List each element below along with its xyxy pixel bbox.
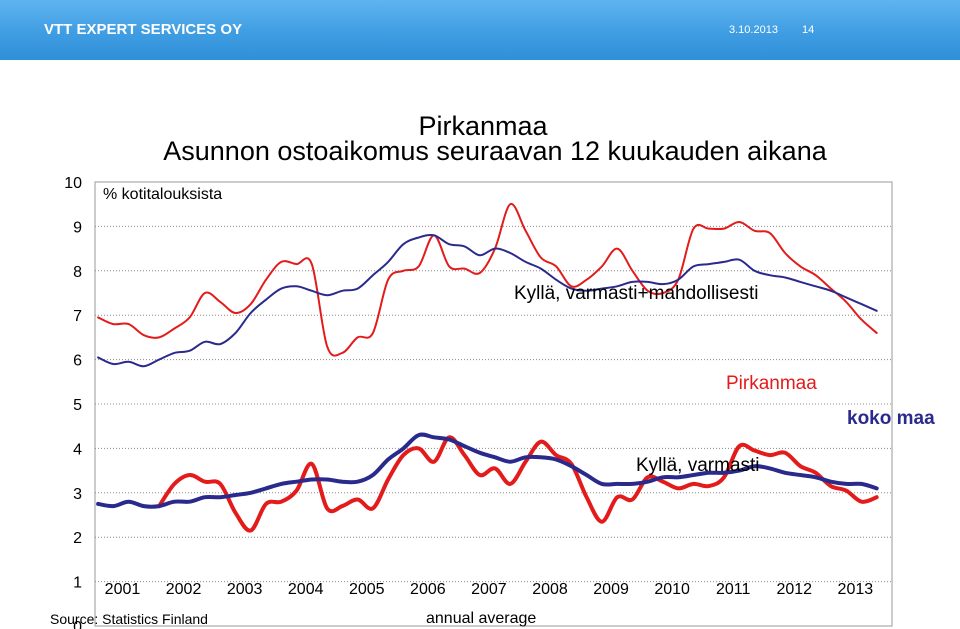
x-tick-label: 2001	[105, 581, 141, 598]
chart-subtitle: Asunnon ostoaikomus seuraavan 12 kuukaud…	[163, 136, 827, 166]
x-tick-label: 2004	[288, 581, 324, 598]
source-note: Source: Statistics Finland	[50, 611, 208, 627]
group-lower-label: Kyllä, varmasti	[636, 455, 760, 476]
x-tick-label: 2003	[227, 581, 263, 598]
x-tick-label: 2009	[593, 581, 629, 598]
line-chart: 0 1 2 3 4 5 6 7 8 9 10 2001 2002 2003 2004 2005 2006 200…	[64, 111, 935, 629]
x-tick-label: 2005	[349, 581, 385, 598]
y-tick-label: 2	[73, 530, 82, 547]
series-line-koko-maa-varmasti	[96, 432, 879, 509]
company-name: VTT EXPERT SERVICES OY	[44, 21, 243, 38]
y-tick-label: 4	[73, 441, 82, 458]
y-axis-label: % kotitalouksista	[103, 186, 222, 203]
y-tick-label: 0	[73, 619, 82, 629]
series-line-pirkanmaa-varmasti-mahdollisesti	[97, 203, 878, 357]
y-tick-label: 1	[73, 575, 82, 592]
series-line-pirkanmaa-varmasti	[157, 435, 879, 533]
x-tick-label: 2012	[776, 581, 812, 598]
chart-title: Pirkanmaa	[418, 111, 548, 141]
legend-pirkanmaa: Pirkanmaa	[726, 373, 817, 394]
page-number: 14	[802, 24, 815, 36]
y-tick-label: 3	[73, 486, 82, 503]
legend-koko-maa: koko maa	[847, 408, 935, 429]
x-tick-label: 2013	[838, 581, 874, 598]
x-axis-label: annual average	[426, 610, 537, 627]
x-tick-label: 2006	[410, 581, 446, 598]
x-tick-label: 2010	[654, 581, 690, 598]
y-tick-label: 8	[73, 264, 82, 281]
y-tick-label: 5	[73, 397, 82, 414]
x-tick-label: 2002	[166, 581, 202, 598]
x-tick-label: 2008	[532, 581, 568, 598]
y-tick-label: 7	[73, 308, 82, 325]
y-tick-label: 6	[73, 353, 82, 370]
x-tick-label: 2007	[471, 581, 507, 598]
y-tick-label: 10	[64, 175, 82, 192]
x-tick-label: 2011	[716, 581, 751, 598]
series-line-koko-maa-varmasti-mahdollisesti	[97, 233, 878, 368]
group-upper-label: Kyllä, varmasti+mahdollisesti	[514, 283, 758, 304]
slide-header: VTT EXPERT SERVICES OY 3.10.2013 14	[0, 0, 960, 60]
slide-date: 3.10.2013	[729, 24, 778, 36]
y-tick-label: 9	[73, 219, 82, 236]
